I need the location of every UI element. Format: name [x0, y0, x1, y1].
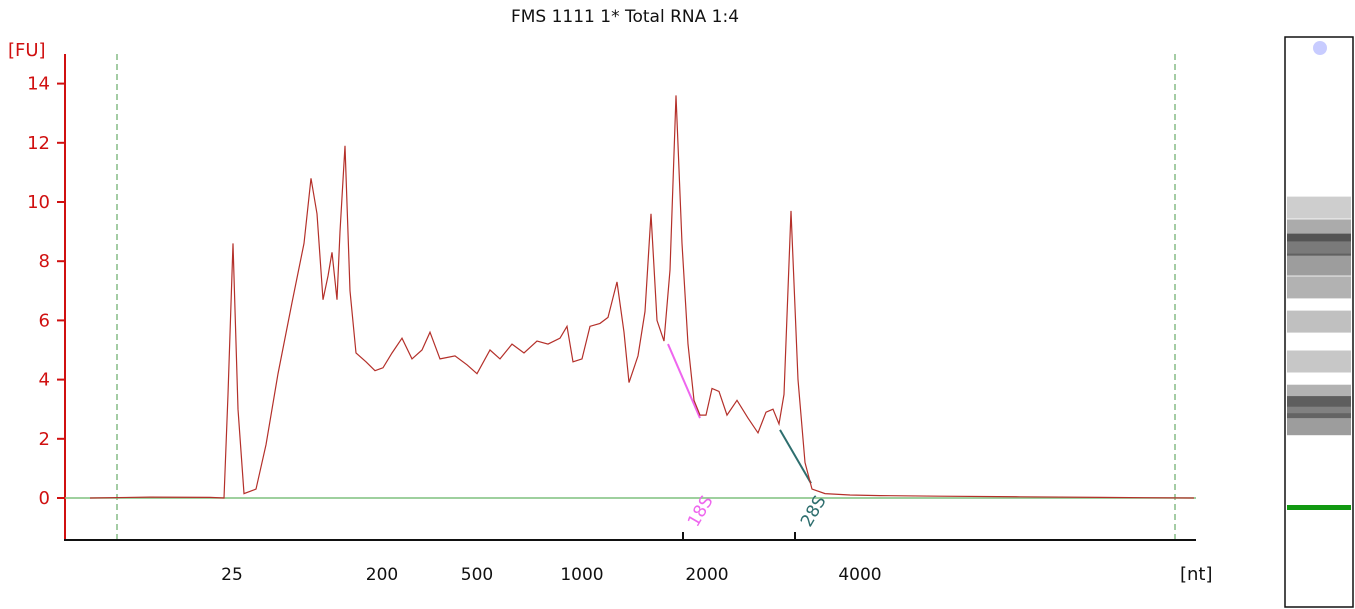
gel-band [1287, 350, 1351, 373]
gel-marker-dot [1313, 41, 1327, 55]
gel-band [1287, 233, 1351, 256]
x-tick-label: 25 [221, 565, 243, 585]
gel-band [1287, 276, 1351, 299]
gel-band [1287, 253, 1351, 276]
x-tick-label: 2000 [685, 565, 728, 585]
y-tick-label: 4 [39, 370, 50, 391]
gel-band [1287, 413, 1351, 436]
rrna-area-line [779, 429, 812, 484]
y-tick-label: 2 [39, 429, 50, 450]
x-tick-label: 1000 [560, 565, 603, 585]
gel-lane [1284, 36, 1354, 608]
gel-lower-marker [1287, 505, 1351, 510]
x-tick-label: 4000 [838, 565, 881, 585]
gel-band [1287, 396, 1351, 419]
x-tick-label: 200 [366, 565, 398, 585]
y-tick-label: 12 [27, 133, 50, 154]
rrna-annotations: 18S 28S [667, 343, 831, 531]
trace-line [89, 95, 1195, 499]
y-tick-label: 0 [39, 488, 50, 509]
gel-band [1287, 310, 1351, 333]
x-ticks: 25 200 500 1000 2000 4000 [221, 532, 882, 585]
gel-band [1287, 196, 1351, 219]
y-tick-label: 14 [27, 74, 50, 95]
x-axis-label: [nt] [1180, 564, 1213, 585]
x-tick-label: 500 [461, 565, 493, 585]
y-tick-label: 8 [39, 251, 50, 272]
rrna-area-line [667, 343, 701, 419]
y-tick-label: 6 [39, 310, 50, 331]
y-axis-label: [FU] [8, 40, 46, 61]
chart-title: FMS 1111 1* Total RNA 1:4 [511, 7, 739, 27]
y-tick-label: 10 [27, 192, 50, 213]
gel-bands [1287, 196, 1351, 436]
y-ticks: 0 2 4 6 8 10 12 14 [27, 74, 65, 509]
